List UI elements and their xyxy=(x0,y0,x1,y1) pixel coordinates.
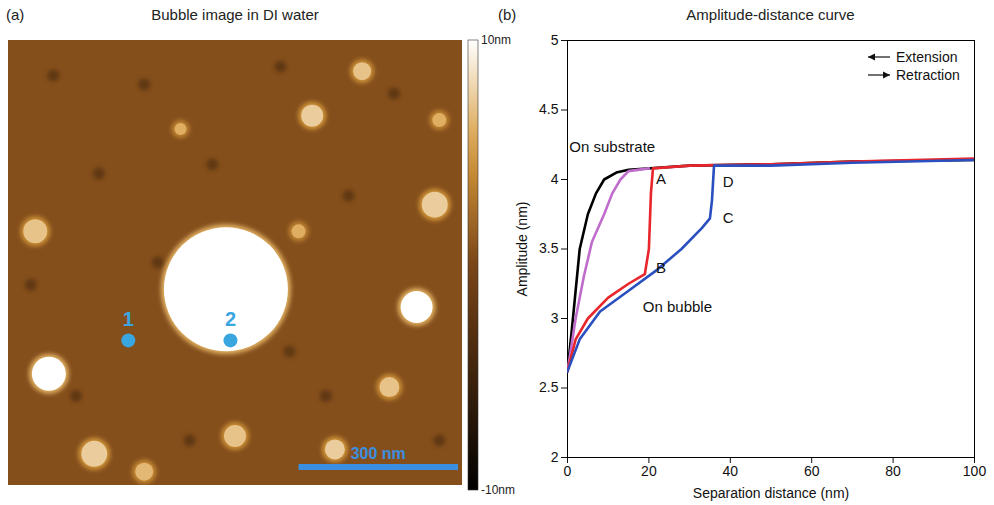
html-text:Retraction: Retraction xyxy=(896,67,960,83)
svg-text:4: 4 xyxy=(551,171,559,187)
svg-text:80: 80 xyxy=(885,463,901,479)
svg-text:60: 60 xyxy=(804,463,820,479)
svg-text:20: 20 xyxy=(641,463,657,479)
svg-text:10nm: 10nm xyxy=(481,33,511,47)
svg-text:A: A xyxy=(656,170,666,187)
svg-text:40: 40 xyxy=(723,463,739,479)
html-text:Extension: Extension xyxy=(896,49,958,65)
html-text:Amplitude-distance curve: Amplitude-distance curve xyxy=(686,6,855,23)
html-text:(b): (b) xyxy=(498,6,517,23)
svg-text:4.5: 4.5 xyxy=(539,101,559,117)
html-text:Bubble image in DI water: Bubble image in DI water xyxy=(151,6,319,23)
svg-text:Separation distance (nm): Separation distance (nm) xyxy=(693,485,849,501)
svg-text:100: 100 xyxy=(963,463,987,479)
svg-text:D: D xyxy=(723,173,734,190)
svg-text:C: C xyxy=(723,209,734,226)
svg-text:-10nm: -10nm xyxy=(481,483,515,497)
html-text:(a): (a) xyxy=(6,6,25,23)
svg-text:1: 1 xyxy=(123,308,134,330)
svg-text:2: 2 xyxy=(225,308,236,330)
svg-text:300 nm: 300 nm xyxy=(351,445,406,462)
svg-text:3.5: 3.5 xyxy=(539,240,559,256)
svg-text:0: 0 xyxy=(564,463,572,479)
svg-text:B: B xyxy=(656,259,666,276)
svg-text:3: 3 xyxy=(551,310,559,326)
svg-text:On bubble: On bubble xyxy=(643,298,712,315)
svg-text:2.5: 2.5 xyxy=(539,379,559,395)
svg-text:Amplitude (nm): Amplitude (nm) xyxy=(514,202,530,297)
svg-text:2: 2 xyxy=(551,449,559,465)
svg-text:5: 5 xyxy=(551,32,559,48)
svg-text:On substrate: On substrate xyxy=(569,138,655,155)
